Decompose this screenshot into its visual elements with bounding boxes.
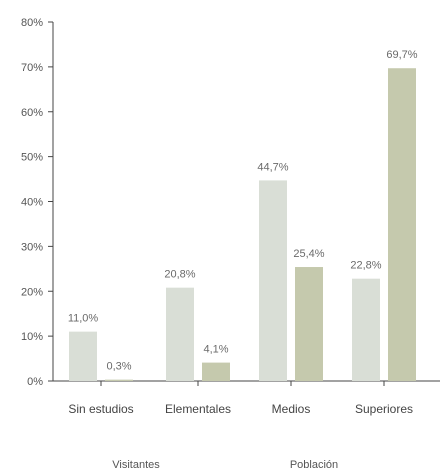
chart-bars	[69, 68, 416, 381]
bar-visitantes-3	[352, 278, 380, 381]
y-tick-label: 0%	[27, 376, 43, 388]
legend-item-poblacion: Población	[290, 459, 338, 471]
bar-visitantes-1	[166, 287, 194, 381]
y-tick-label: 70%	[21, 62, 43, 74]
y-axis-ticks: 0% 10% 20% 30% 40% 50% 60% 70% 80%	[21, 17, 53, 388]
x-category-label: Superiores	[355, 402, 413, 416]
data-label-visitantes-1: 20,8%	[164, 269, 195, 281]
y-tick-label: 60%	[21, 107, 43, 119]
y-tick-label: 20%	[21, 286, 43, 298]
bar-poblacion-2	[295, 267, 323, 381]
bar-poblacion-1	[202, 362, 230, 381]
bar-poblacion-3	[388, 68, 416, 381]
legend-item-visitantes: Visitantes	[112, 459, 160, 471]
x-axis-labels: Sin estudios Elementales Medios Superiores	[68, 381, 413, 416]
chart-axes	[48, 22, 440, 382]
y-tick-label: 80%	[21, 17, 43, 29]
x-category-label: Medios	[272, 402, 311, 416]
y-tick-label: 40%	[21, 197, 43, 209]
data-label-poblacion-0: 0,3%	[106, 361, 131, 373]
data-label-visitantes-0: 11,0%	[68, 313, 99, 325]
x-category-label: Elementales	[165, 402, 231, 416]
data-label-poblacion-1: 4,1%	[203, 344, 228, 356]
y-tick-label: 10%	[21, 331, 43, 343]
y-tick-label: 30%	[21, 241, 43, 253]
bar-visitantes-0	[69, 331, 97, 381]
bar-poblacion-0	[105, 379, 133, 381]
x-category-label: Sin estudios	[68, 402, 133, 416]
bar-visitantes-2	[259, 180, 287, 381]
data-label-poblacion-2: 25,4%	[293, 248, 324, 260]
chart-data-labels: 11,0% 0,3% 20,8% 4,1% 44,7% 25,4% 22,8% 69,7%	[68, 49, 418, 372]
data-label-visitantes-2: 44,7%	[257, 161, 288, 173]
chart-legend: Visitantes Población	[112, 459, 338, 471]
y-tick-label: 50%	[21, 152, 43, 164]
data-label-visitantes-3: 22,8%	[350, 260, 381, 272]
data-label-poblacion-3: 69,7%	[386, 49, 417, 61]
